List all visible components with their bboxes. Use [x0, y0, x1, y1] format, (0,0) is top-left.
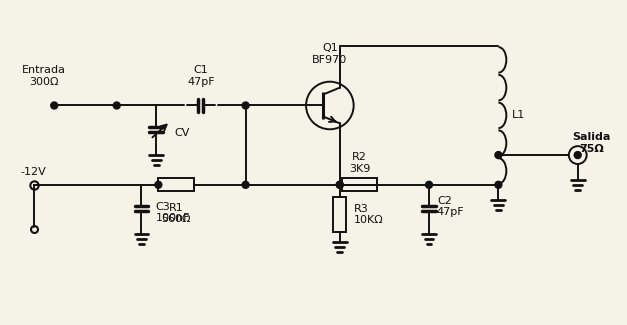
Bar — [342, 178, 377, 191]
Circle shape — [51, 102, 58, 109]
Circle shape — [336, 181, 343, 188]
Circle shape — [113, 102, 120, 109]
Text: R1
560Ω: R1 560Ω — [161, 203, 191, 224]
Text: L1: L1 — [512, 111, 525, 120]
Text: Salida
75Ω: Salida 75Ω — [572, 132, 611, 154]
Circle shape — [495, 151, 502, 159]
Text: Entrada
300Ω: Entrada 300Ω — [23, 65, 66, 86]
Circle shape — [426, 181, 433, 188]
Circle shape — [242, 102, 249, 109]
Text: Q1
BF970: Q1 BF970 — [312, 43, 347, 65]
Circle shape — [495, 181, 502, 188]
Text: R3
10KΩ: R3 10KΩ — [354, 204, 383, 225]
Bar — [159, 178, 194, 191]
Circle shape — [336, 181, 343, 188]
Text: C2
47pF: C2 47pF — [437, 196, 465, 217]
Circle shape — [242, 181, 249, 188]
Text: C1
47pF: C1 47pF — [187, 65, 215, 86]
Circle shape — [574, 151, 581, 159]
Bar — [334, 197, 346, 232]
Text: C3
100nF: C3 100nF — [155, 202, 190, 223]
Text: -12V: -12V — [21, 167, 46, 177]
Text: CV: CV — [174, 128, 189, 138]
Circle shape — [155, 181, 162, 188]
Text: R2
3K9: R2 3K9 — [349, 152, 371, 174]
